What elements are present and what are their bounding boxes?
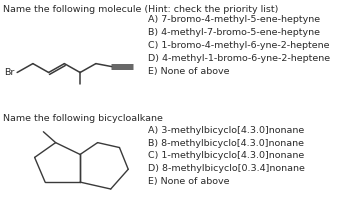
- Text: Br: Br: [4, 68, 14, 77]
- Text: A) 3-methylbicyclo[4.3.0]nonane: A) 3-methylbicyclo[4.3.0]nonane: [148, 126, 304, 135]
- Text: D) 4-methyl-1-bromo-6-yne-2-heptene: D) 4-methyl-1-bromo-6-yne-2-heptene: [148, 54, 330, 63]
- Text: C) 1-bromo-4-methyl-6-yne-2-heptene: C) 1-bromo-4-methyl-6-yne-2-heptene: [148, 41, 330, 50]
- Text: B) 4-methyl-7-bromo-5-ene-heptyne: B) 4-methyl-7-bromo-5-ene-heptyne: [148, 28, 320, 37]
- Text: C) 1-methylbicyclo[4.3.0]nonane: C) 1-methylbicyclo[4.3.0]nonane: [148, 151, 304, 161]
- Text: E) None of above: E) None of above: [148, 177, 230, 186]
- Text: B) 8-methylbicyclo[4.3.0]nonane: B) 8-methylbicyclo[4.3.0]nonane: [148, 139, 304, 148]
- Text: D) 8-methylbicyclo[0.3.4]nonane: D) 8-methylbicyclo[0.3.4]nonane: [148, 164, 305, 173]
- Text: A) 7-bromo-4-methyl-5-ene-heptyne: A) 7-bromo-4-methyl-5-ene-heptyne: [148, 15, 321, 24]
- Text: Name the following bicycloalkane: Name the following bicycloalkane: [3, 114, 163, 123]
- Text: E) None of above: E) None of above: [148, 67, 230, 76]
- Text: Name the following molecule (Hint: check the priority list): Name the following molecule (Hint: check…: [3, 5, 279, 14]
